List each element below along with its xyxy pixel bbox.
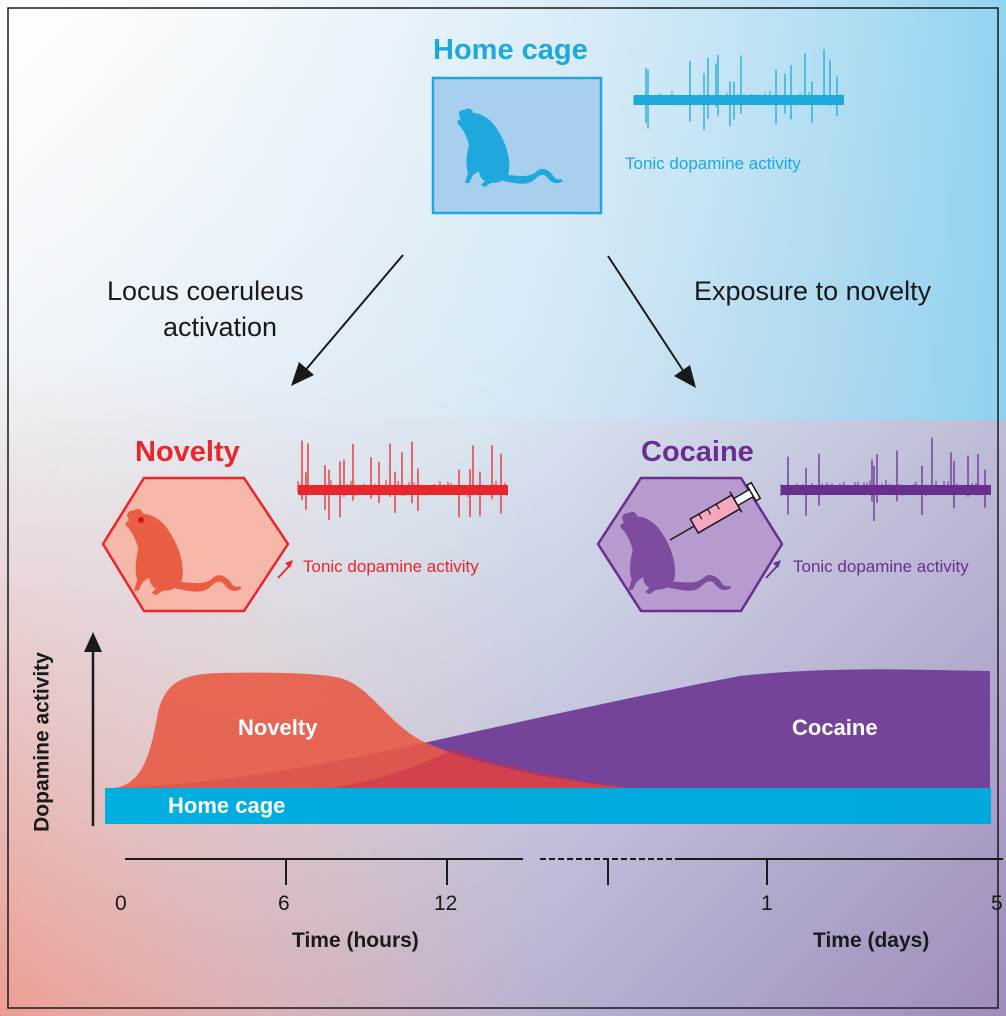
frame-border bbox=[7, 7, 999, 1009]
tonic-activity-novelty-label: Tonic dopamine activity bbox=[303, 557, 479, 576]
home-cage-title: Home cage bbox=[433, 34, 588, 66]
trace-baseline bbox=[298, 485, 508, 495]
arrow-right-head bbox=[674, 365, 696, 388]
spike-trace bbox=[297, 440, 508, 520]
novelty-area bbox=[115, 672, 630, 788]
overlap-area bbox=[330, 749, 630, 788]
rat-icon bbox=[125, 508, 242, 596]
x-axis-title-hours: Time (hours) bbox=[292, 929, 419, 952]
novelty-title: Novelty bbox=[135, 436, 240, 468]
cocaine-area bbox=[115, 669, 990, 788]
x-tick-label: 0 bbox=[115, 892, 127, 915]
exposure-label: Exposure to novelty bbox=[694, 276, 932, 306]
trace-baseline bbox=[634, 95, 844, 105]
rat-eye bbox=[138, 517, 144, 523]
novelty-area-label: Novelty bbox=[238, 715, 318, 740]
x-tick-label: 6 bbox=[278, 892, 290, 915]
home-cage-bar bbox=[105, 788, 991, 824]
arrow-right-line bbox=[607, 255, 685, 373]
x-tick-label: 1 bbox=[761, 892, 773, 915]
rat-icon bbox=[620, 511, 732, 595]
tonic-activity-cocaine-label: Tonic dopamine activity bbox=[793, 557, 969, 576]
x-tick-label: 5 bbox=[991, 892, 1003, 915]
rat-icon bbox=[457, 108, 563, 187]
x-tick-label: 12 bbox=[434, 892, 458, 915]
y-axis-label: Dopamine activity bbox=[30, 652, 54, 832]
up-arrow-head bbox=[773, 560, 781, 568]
syringe-icon bbox=[669, 481, 762, 541]
novelty-hexagon bbox=[101, 476, 290, 613]
spike-trace bbox=[780, 437, 991, 521]
arrow-left-head bbox=[291, 362, 314, 386]
x-axis-title-days: Time (days) bbox=[813, 929, 930, 952]
activation-label: activation bbox=[163, 312, 278, 342]
up-arrow-head bbox=[285, 560, 293, 568]
cocaine-title: Cocaine bbox=[641, 436, 754, 468]
arrow-left-line bbox=[302, 254, 404, 374]
locus-coeruleus-label: Locus coeruleus bbox=[107, 276, 304, 306]
home-cage-box bbox=[431, 76, 603, 215]
home-cage-bar-label: Home cage bbox=[168, 793, 286, 818]
spike-trace bbox=[633, 49, 844, 130]
cocaine-area-label: Cocaine bbox=[792, 715, 878, 740]
tonic-activity-home-label: Tonic dopamine activity bbox=[625, 154, 801, 173]
y-axis-arrowhead bbox=[84, 632, 102, 652]
